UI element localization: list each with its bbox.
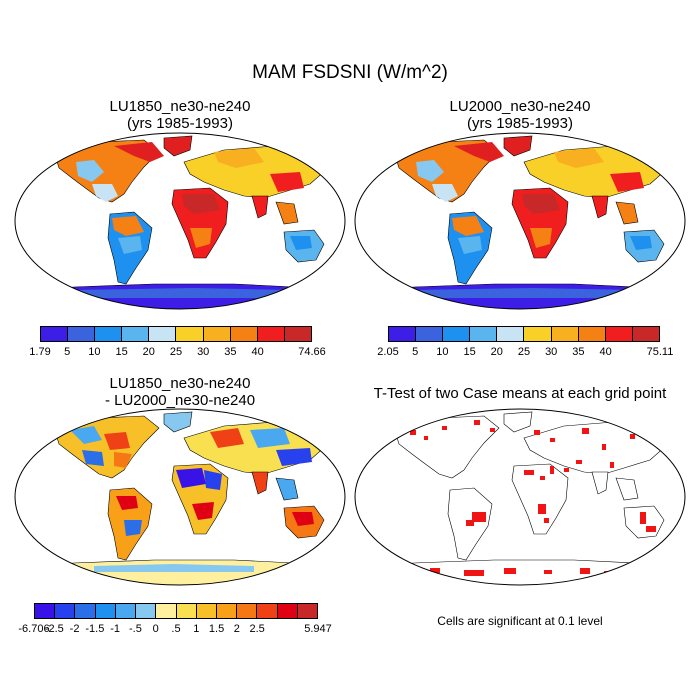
colorbar-swatch	[41, 327, 69, 341]
colorbar-tick-label: 20	[490, 346, 503, 358]
colorbar-tick-label: -.5	[129, 623, 142, 635]
colorbar-tick-label: -1.5	[85, 623, 105, 635]
colorbar-swatch	[297, 604, 318, 618]
colorbar-tick-label: 35	[224, 346, 237, 358]
colorbar-tick-label: 40	[251, 346, 264, 358]
colorbar-swatch	[277, 604, 298, 618]
colorbar-tick-label: 5	[412, 346, 419, 358]
colorbar-difference	[34, 603, 318, 619]
colorbar-swatch	[284, 327, 311, 341]
colorbar-swatch	[237, 604, 258, 618]
colorbar-tick-label: 15	[463, 346, 476, 358]
colorbar-swatch	[551, 327, 579, 341]
colorbar-swatch	[55, 604, 76, 618]
colorbar-swatch	[149, 327, 177, 341]
colorbar-tick-label: 35	[572, 346, 585, 358]
panel-title-case1: LU1850_ne30-ne240 (yrs 1985-1993)	[109, 98, 251, 132]
colorbar-tick-label: 74.66	[298, 346, 326, 358]
colorbar-case1-labels: 1.79 5 10 15 20 25 30 35 40 74.66	[29, 346, 325, 360]
colorbar-swatch	[95, 327, 123, 341]
colorbar-swatch	[136, 604, 157, 618]
colorbar-tick-label: 10	[436, 346, 449, 358]
colorbar-tick-label: 25	[517, 346, 531, 358]
colorbar-case2	[388, 326, 660, 342]
colorbar-tick-label: 40	[599, 346, 612, 358]
colorbar-swatch	[216, 604, 238, 618]
colorbar-tick-label: 30	[197, 346, 210, 358]
colorbar-tick-label: 30	[545, 346, 558, 358]
colorbar-swatch	[416, 327, 444, 341]
map-difference	[14, 408, 346, 586]
colorbar-swatch	[389, 327, 417, 341]
colorbar-swatch	[95, 604, 116, 618]
colorbar-swatch	[115, 604, 137, 618]
colorbar-tick-label: 1	[193, 623, 200, 635]
figure-title: MAM FSDSNI (W/m^2)	[252, 62, 448, 83]
colorbar-swatch	[176, 604, 197, 618]
colorbar-swatch	[156, 604, 177, 618]
panel-title-difference: LU1850_ne30-ne240 - LU2000_ne30-ne240	[104, 375, 256, 409]
colorbar-swatch	[497, 327, 525, 341]
colorbar-swatch	[443, 327, 471, 341]
map-ttest-significance	[354, 408, 686, 586]
colorbar-swatch	[257, 604, 278, 618]
colorbar-swatch	[176, 327, 204, 341]
colorbar-swatch	[632, 327, 659, 341]
colorbar-tick-label: -2.5	[44, 623, 64, 635]
colorbar-tick-label: 20	[142, 346, 155, 358]
colorbar-swatch	[35, 604, 56, 618]
colorbar-swatch	[230, 327, 258, 341]
panel-title-case2: LU2000_ne30-ne240 (yrs 1985-1993)	[449, 98, 591, 132]
colorbar-tick-label: 1.5	[208, 623, 225, 635]
colorbar-tick-label: 15	[115, 346, 128, 358]
panel-title-ttest: T-Test of two Case means at each grid po…	[373, 385, 667, 402]
colorbar-swatch	[605, 327, 633, 341]
colorbar-tick-label: 2	[233, 623, 240, 635]
colorbar-swatch	[122, 327, 150, 341]
colorbar-swatch	[196, 604, 217, 618]
colorbar-swatch	[75, 604, 96, 618]
colorbar-tick-label: 25	[169, 346, 183, 358]
colorbar-case1	[40, 326, 312, 342]
colorbar-tick-label: 75.11	[646, 346, 674, 358]
colorbar-tick-label: -6.706	[18, 623, 50, 635]
significance-note: Cells are significant at 0.1 level	[437, 614, 603, 628]
colorbar-difference-labels: -6.706 -2.5 -2 -1.5 -1 -.5 0 .5 1 1.5 2 2.5 5.947	[18, 623, 331, 637]
colorbar-tick-label: 0	[152, 623, 159, 635]
colorbar-swatch	[524, 327, 552, 341]
colorbar-swatch	[470, 327, 498, 341]
colorbar-tick-label: 10	[88, 346, 101, 358]
colorbar-tick-label: -2	[69, 623, 80, 635]
map-case2	[354, 132, 686, 310]
colorbar-tick-label: 2.5	[249, 623, 265, 635]
colorbar-tick-label: 1.79	[29, 346, 51, 358]
colorbar-swatch	[578, 327, 606, 341]
colorbar-tick-label: 2.05	[377, 346, 399, 358]
colorbar-tick-label: 5.947	[304, 623, 332, 635]
colorbar-tick-label: .5	[171, 623, 181, 635]
colorbar-tick-label: -1	[110, 623, 121, 635]
colorbar-swatch	[257, 327, 285, 341]
colorbar-case2-labels: 2.05 5 10 15 20 25 30 35 40 75.11	[377, 346, 673, 360]
colorbar-swatch	[68, 327, 96, 341]
map-case1	[14, 132, 346, 310]
colorbar-tick-label: 5	[64, 346, 71, 358]
colorbar-swatch	[203, 327, 231, 341]
